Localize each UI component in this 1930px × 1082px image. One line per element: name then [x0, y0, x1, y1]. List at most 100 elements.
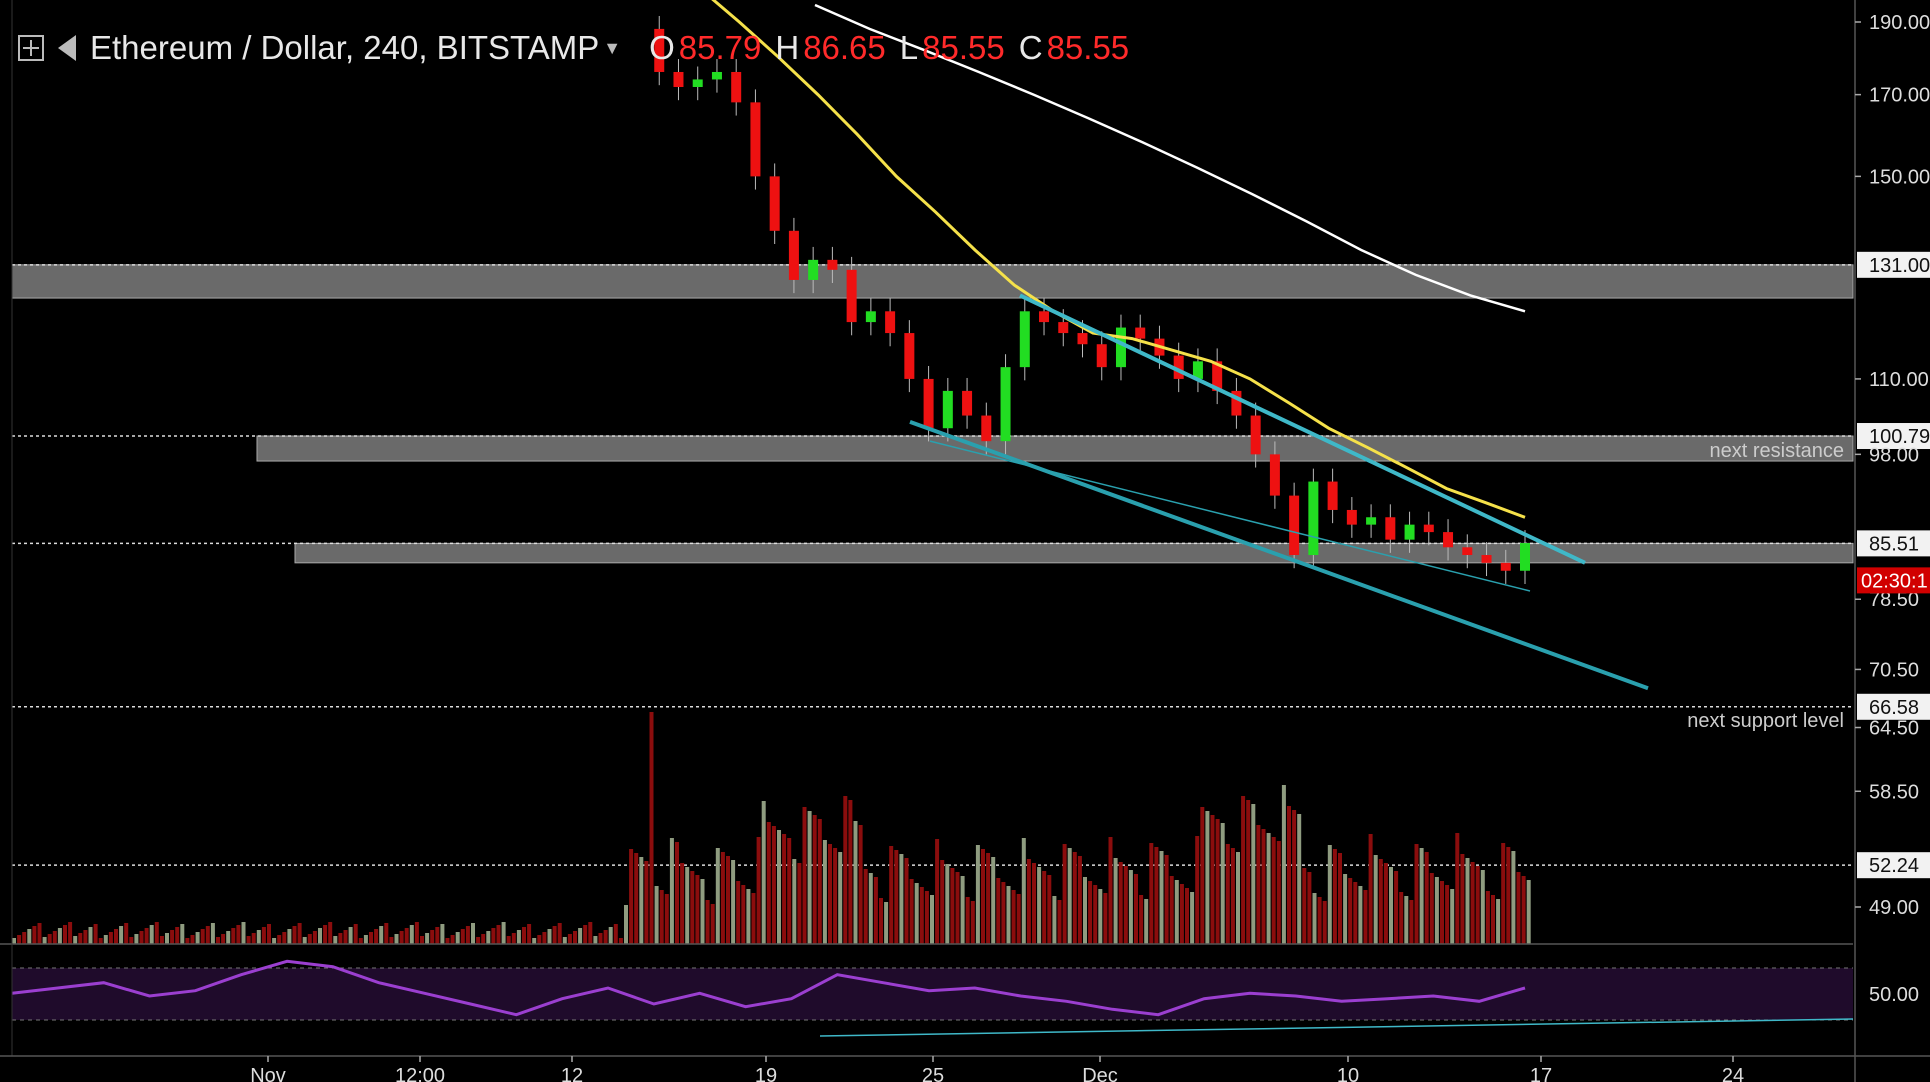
volume-bar — [1037, 867, 1042, 944]
price-axis-highlight — [1857, 251, 1930, 278]
volume-bar — [527, 924, 532, 944]
volume-bar — [154, 922, 159, 944]
volume-bar — [440, 924, 445, 944]
candle-body — [1423, 524, 1434, 533]
volume-bar — [236, 925, 241, 944]
volume-bar — [1021, 838, 1026, 944]
candle-body — [731, 71, 742, 103]
symbol-title[interactable]: Ethereum / Dollar, 240, BITSTAMP — [90, 29, 600, 66]
time-tick-label: 24 — [1722, 1065, 1744, 1082]
volume-bar — [1246, 800, 1251, 944]
volume-bar — [618, 938, 623, 944]
volume-bar — [404, 928, 409, 944]
volume-bar — [68, 922, 73, 944]
volume-bar — [537, 935, 542, 944]
volume-bar — [812, 815, 817, 944]
volume-bar — [981, 849, 985, 944]
volume-bar — [63, 925, 67, 944]
volume-bar — [1052, 896, 1057, 944]
volume-bar — [1057, 900, 1062, 944]
volume-bar — [256, 930, 261, 944]
volume-bar — [1348, 878, 1353, 944]
volume-bar — [522, 927, 526, 944]
volume-bar — [185, 938, 190, 944]
next-resistance-label: next resistance — [1709, 440, 1844, 462]
volume-bar — [409, 925, 414, 944]
volume-bar — [1287, 806, 1291, 944]
volume-bar — [731, 860, 736, 944]
volume-bar — [1266, 833, 1271, 944]
volume-bar — [771, 826, 776, 944]
candle-body — [962, 390, 973, 416]
volume-bar — [175, 927, 180, 944]
candle-body — [1443, 532, 1454, 548]
volume-bar — [608, 927, 613, 944]
volume-bar — [664, 894, 669, 944]
volume-bar — [108, 932, 113, 944]
volume-bar — [700, 879, 705, 944]
volume-bar — [114, 929, 118, 944]
candle-body — [1231, 390, 1242, 416]
flag-icon[interactable] — [58, 35, 76, 61]
volume-bar — [583, 925, 588, 944]
volume-bar — [588, 922, 593, 944]
volume-bar — [1429, 873, 1434, 944]
volume-bar — [195, 932, 200, 944]
volume-bar — [817, 819, 822, 944]
volume-bar — [1526, 880, 1531, 944]
volume-bar — [12, 938, 16, 944]
rsi-line — [11, 959, 1526, 1017]
candle-body — [692, 79, 703, 87]
high-value: 86.65 — [803, 29, 886, 66]
chevron-down-icon[interactable]: ▼ — [603, 37, 622, 58]
price-zone — [11, 264, 1854, 299]
volume-bar — [17, 935, 22, 944]
volume-bar — [460, 929, 465, 944]
volume-bar — [593, 936, 598, 944]
price-axis-highlight — [1857, 530, 1930, 557]
volume-bar — [52, 931, 57, 944]
volume-bar — [42, 937, 47, 944]
volume-bar — [516, 930, 521, 944]
volume-bar — [695, 875, 700, 944]
volume-bar — [369, 932, 373, 944]
volume-bar — [680, 863, 685, 944]
volume-bar — [1455, 833, 1460, 944]
volume-bar — [282, 932, 287, 944]
volume-bar — [1317, 897, 1322, 944]
volume-bar — [251, 933, 256, 944]
volume-bar — [1251, 804, 1256, 944]
volume-bar — [124, 923, 129, 944]
price-tick-label: 66.58 — [1869, 697, 1919, 719]
volume-bar — [715, 848, 720, 944]
volume-bar — [1032, 863, 1036, 944]
volume-bar — [165, 933, 169, 944]
volume-bars — [12, 712, 1531, 944]
expand-icon[interactable] — [18, 35, 44, 61]
volume-bar — [675, 842, 679, 944]
candle-body — [1077, 333, 1088, 345]
volume-bar — [624, 905, 628, 944]
volume-bar — [98, 938, 103, 944]
volume-bar — [200, 929, 205, 944]
volume-bar — [838, 852, 843, 944]
volume-bar — [379, 926, 384, 944]
volume-bar — [297, 923, 302, 944]
candle-body — [1019, 311, 1030, 368]
volume-bar — [1067, 848, 1072, 944]
volume-bar — [996, 878, 1001, 944]
inner-trendline — [929, 440, 1531, 592]
candle-body — [1058, 322, 1069, 334]
volume-bar — [649, 712, 654, 944]
volume-bar — [986, 853, 991, 944]
volume-bar — [159, 936, 164, 944]
volume-bar — [1093, 885, 1098, 944]
upper-trendline — [1019, 293, 1586, 565]
volume-bar — [919, 887, 924, 944]
candle-body — [865, 311, 876, 323]
price-axis-highlight — [1857, 852, 1930, 879]
volume-bar — [1103, 893, 1108, 944]
volume-bar — [88, 927, 93, 944]
